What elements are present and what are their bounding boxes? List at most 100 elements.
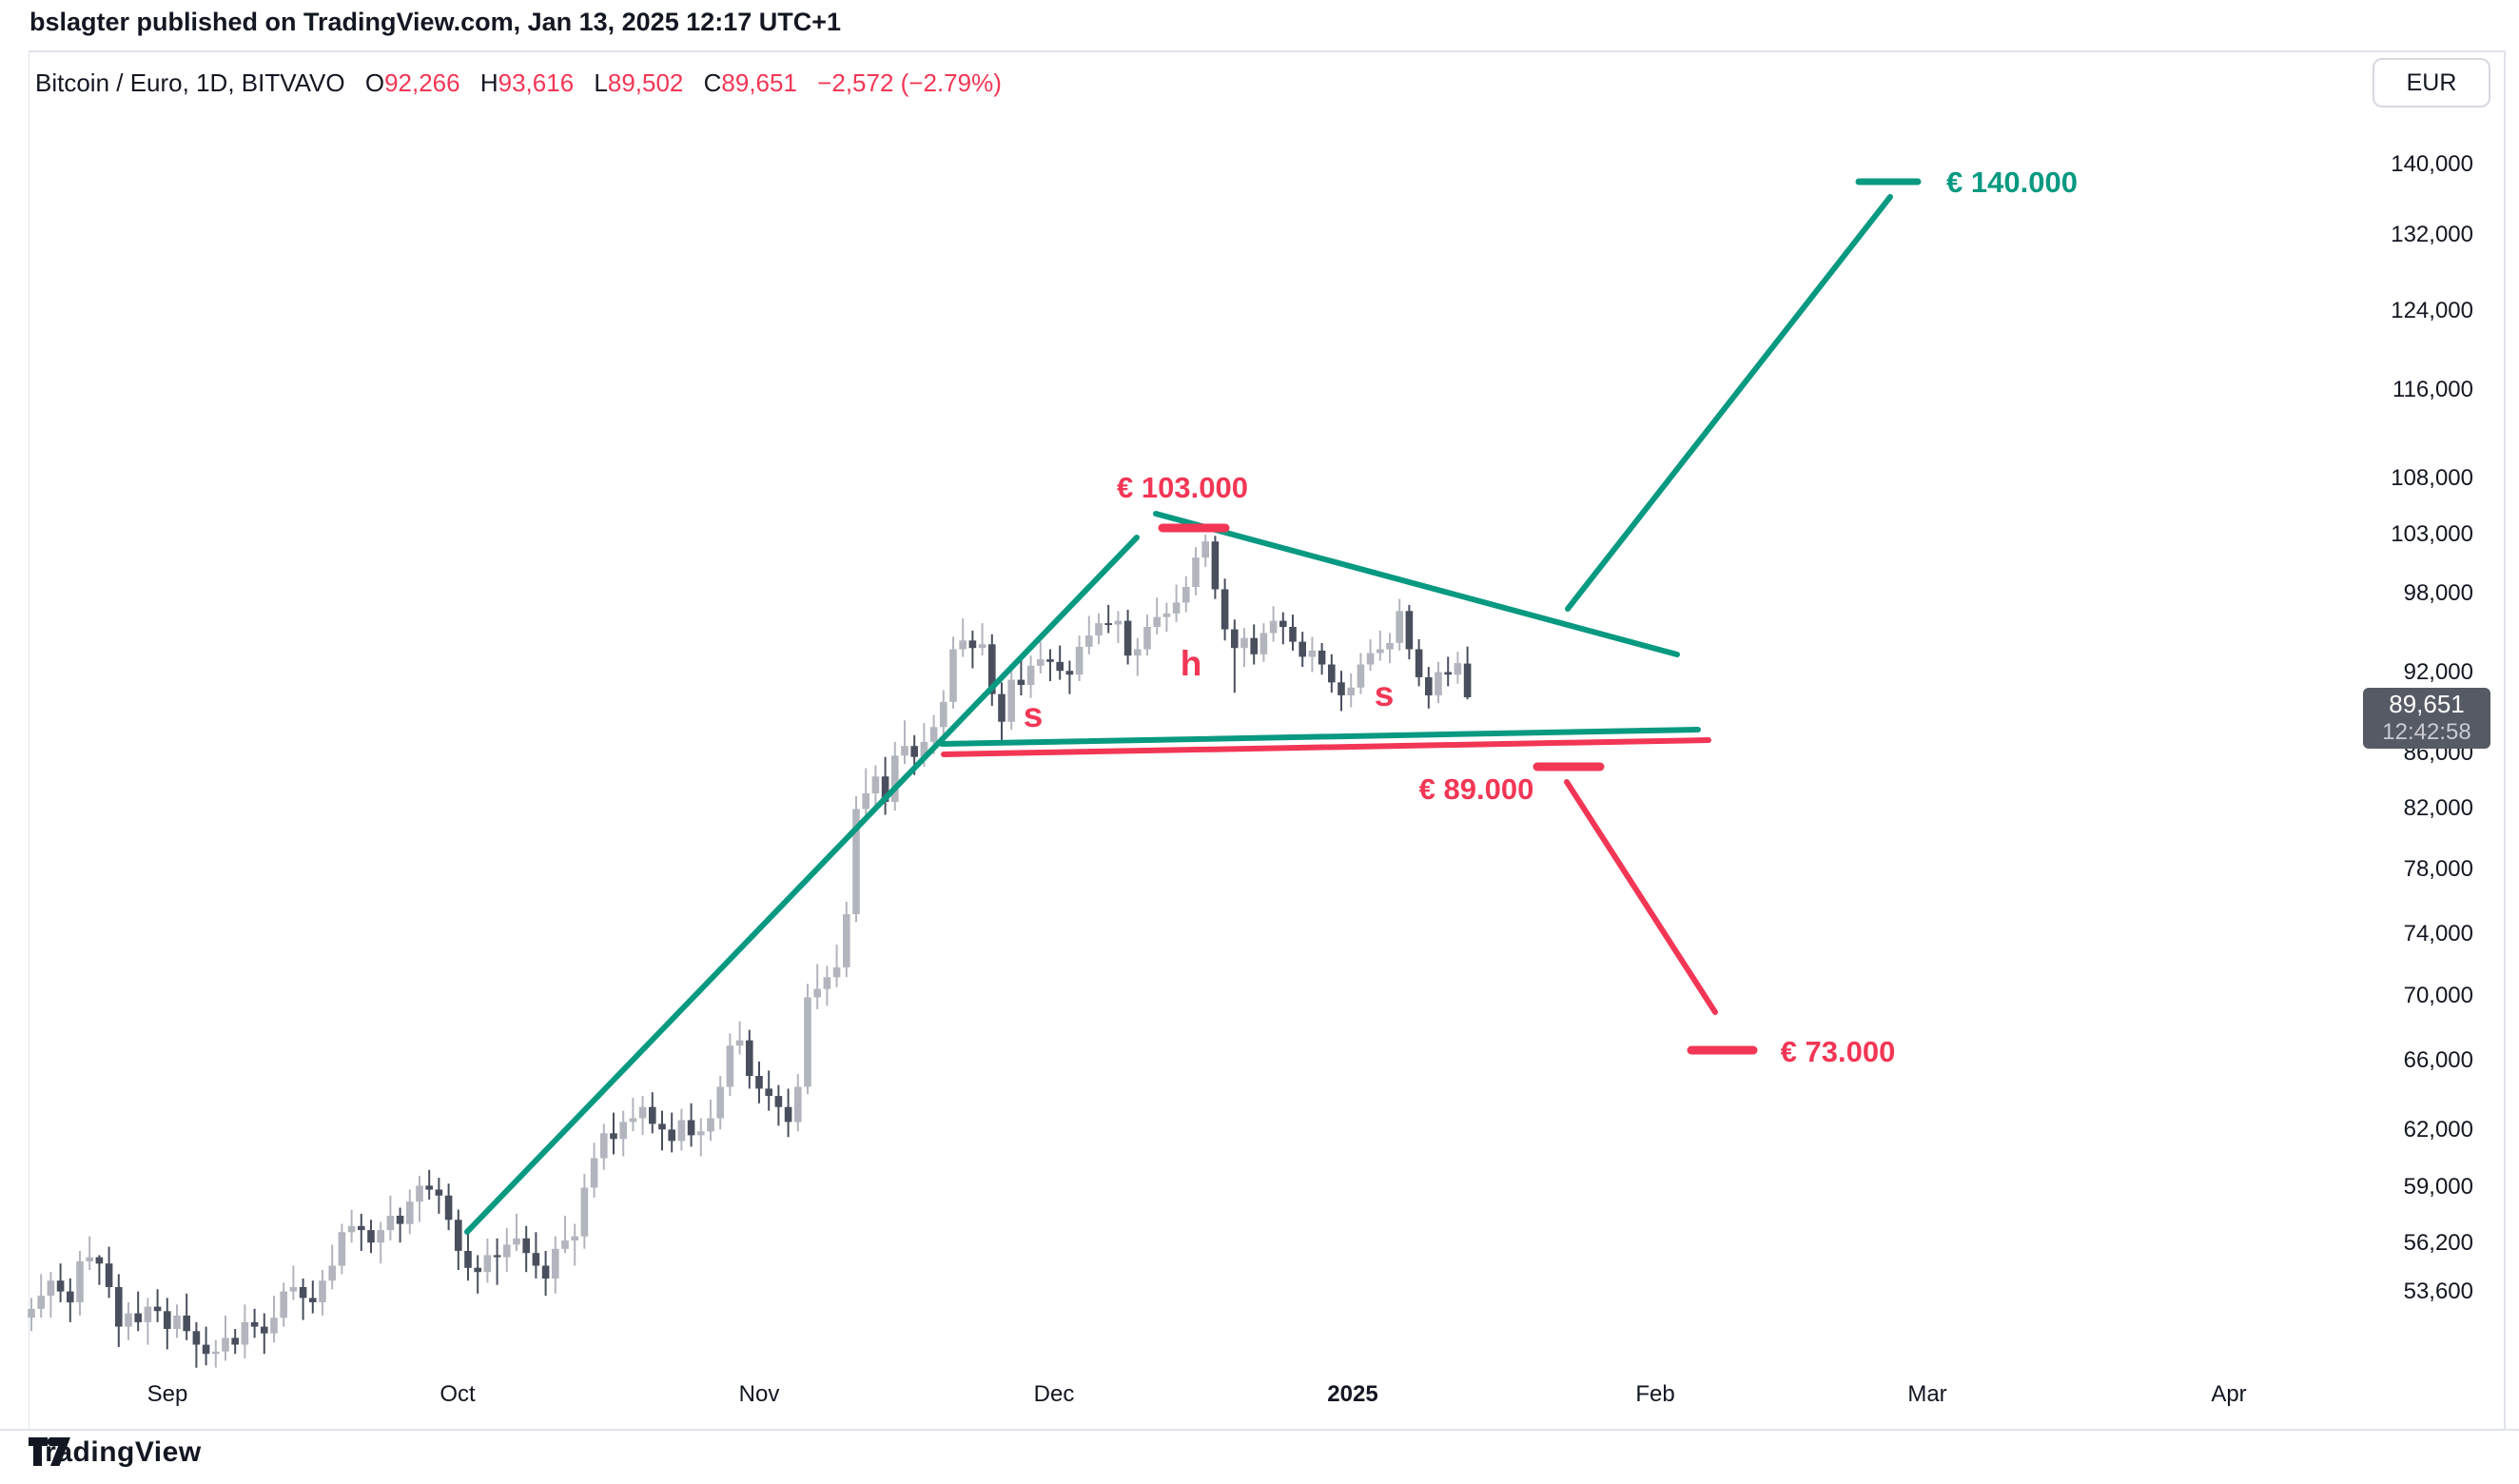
downtrend-line[interactable]	[1153, 511, 1680, 657]
candle-body	[687, 1120, 695, 1136]
uptrend-line[interactable]	[464, 535, 1140, 1235]
breakdown-projection-line[interactable]	[1564, 779, 1718, 1015]
candle-body	[231, 1338, 239, 1345]
price-tick-label: 140,000	[2391, 151, 2473, 177]
candle-body	[1425, 676, 1433, 695]
candle-body	[774, 1096, 783, 1107]
candle-body	[998, 693, 1006, 722]
pane-border-top	[29, 50, 2505, 52]
candle-body	[455, 1220, 462, 1251]
candle-body	[959, 640, 967, 650]
candle-body	[871, 776, 880, 793]
candle-body	[1415, 649, 1423, 677]
price-tick-label: 59,000	[2403, 1174, 2473, 1200]
support-line[interactable]	[939, 727, 1701, 747]
candle-body	[1007, 679, 1015, 722]
candle-body	[289, 1287, 298, 1292]
candle-body	[1065, 671, 1074, 675]
currency-toggle-label: EUR	[2406, 68, 2457, 96]
candle-body	[115, 1287, 123, 1327]
candle-body	[1377, 649, 1384, 654]
candle-body	[425, 1185, 433, 1190]
ohlc-open-label: O	[364, 68, 385, 97]
candle-body	[1143, 627, 1151, 650]
candle-body	[396, 1216, 404, 1224]
candle-body	[222, 1338, 229, 1352]
candle-body	[649, 1106, 656, 1124]
candle-body	[202, 1344, 210, 1355]
candle-body	[1357, 664, 1365, 688]
tradingview-footer-logo[interactable]: TradingView	[29, 1436, 202, 1469]
symbol-legend[interactable]: Bitcoin / Euro, 1D, BITVAVO O92,266 H93,…	[35, 68, 1002, 98]
candle-body	[153, 1306, 162, 1312]
candle-body	[435, 1189, 443, 1196]
drawings	[464, 178, 1922, 1235]
last-price-value: 89,651	[2389, 690, 2465, 718]
candle-body	[823, 977, 831, 989]
price-tick-label: 82,000	[2403, 795, 2473, 821]
candle-body	[988, 644, 996, 694]
candle-body	[183, 1315, 190, 1332]
target-89000-label: € 89.000	[1418, 772, 1534, 806]
tradingview-logo-icon	[29, 1436, 70, 1466]
neckline-line[interactable]	[941, 737, 1711, 757]
candle-body	[464, 1251, 472, 1268]
candle-body	[590, 1158, 598, 1188]
candle-body	[677, 1120, 686, 1142]
candle-body	[580, 1187, 589, 1237]
right-shoulder-letter: s	[1374, 674, 1395, 713]
candle-body	[1318, 650, 1326, 665]
symbol-title: Bitcoin / Euro, 1D, BITVAVO	[35, 68, 345, 97]
candle-body	[1017, 679, 1025, 685]
candle-body	[638, 1106, 647, 1119]
candle-body	[843, 914, 850, 967]
candle-body	[832, 967, 841, 978]
candle-body	[862, 792, 869, 810]
candle-body	[1308, 650, 1317, 657]
left-shoulder-letter: s	[1023, 695, 1044, 734]
candle-body	[1435, 672, 1442, 695]
ohlc-low-label: L	[594, 68, 608, 97]
price-tick-label: 78,000	[2403, 856, 2473, 882]
candle-body	[474, 1267, 481, 1273]
candle-body	[1289, 627, 1297, 642]
candle-body	[735, 1040, 744, 1046]
breakout-projection-line[interactable]	[1565, 194, 1893, 612]
candle-body	[76, 1261, 84, 1302]
candle-body	[1085, 635, 1093, 647]
ohlc-close-value: 89,651	[721, 68, 797, 97]
candle-body	[940, 701, 947, 728]
candle-body	[600, 1133, 608, 1159]
candle-body	[125, 1313, 132, 1327]
candle-body	[1153, 616, 1161, 627]
time-tick-label-2025: 2025	[1327, 1381, 1378, 1407]
candle-body	[1463, 663, 1472, 697]
candle-body	[1201, 541, 1209, 558]
candle-body	[1026, 665, 1035, 685]
candle-body	[561, 1240, 569, 1249]
candle-body	[571, 1236, 578, 1240]
candle-body	[1075, 646, 1084, 675]
candle-body	[1123, 620, 1132, 656]
candle-body	[881, 776, 889, 802]
price-tick-label: 56,200	[2403, 1230, 2473, 1256]
candle-body	[1211, 541, 1220, 590]
candle-body	[1056, 661, 1064, 672]
candle-body	[726, 1045, 734, 1087]
candle-body	[1037, 659, 1045, 666]
candle-body	[444, 1195, 453, 1220]
time-tick-label-feb: Feb	[1635, 1381, 1675, 1407]
head-letter: h	[1180, 644, 1202, 683]
candle-body	[1260, 633, 1268, 654]
candle-body	[309, 1298, 317, 1302]
candle-body	[1162, 613, 1171, 617]
time-tick-label-dec: Dec	[1033, 1381, 1075, 1407]
price-tick-label: 62,000	[2403, 1117, 2473, 1142]
currency-toggle-button[interactable]: EUR	[2373, 58, 2490, 107]
candle-body	[1192, 557, 1200, 588]
candle-body	[949, 649, 957, 702]
price-tick-label: 74,000	[2403, 921, 2473, 947]
candle-body	[1328, 664, 1336, 683]
candle-body	[164, 1311, 171, 1329]
